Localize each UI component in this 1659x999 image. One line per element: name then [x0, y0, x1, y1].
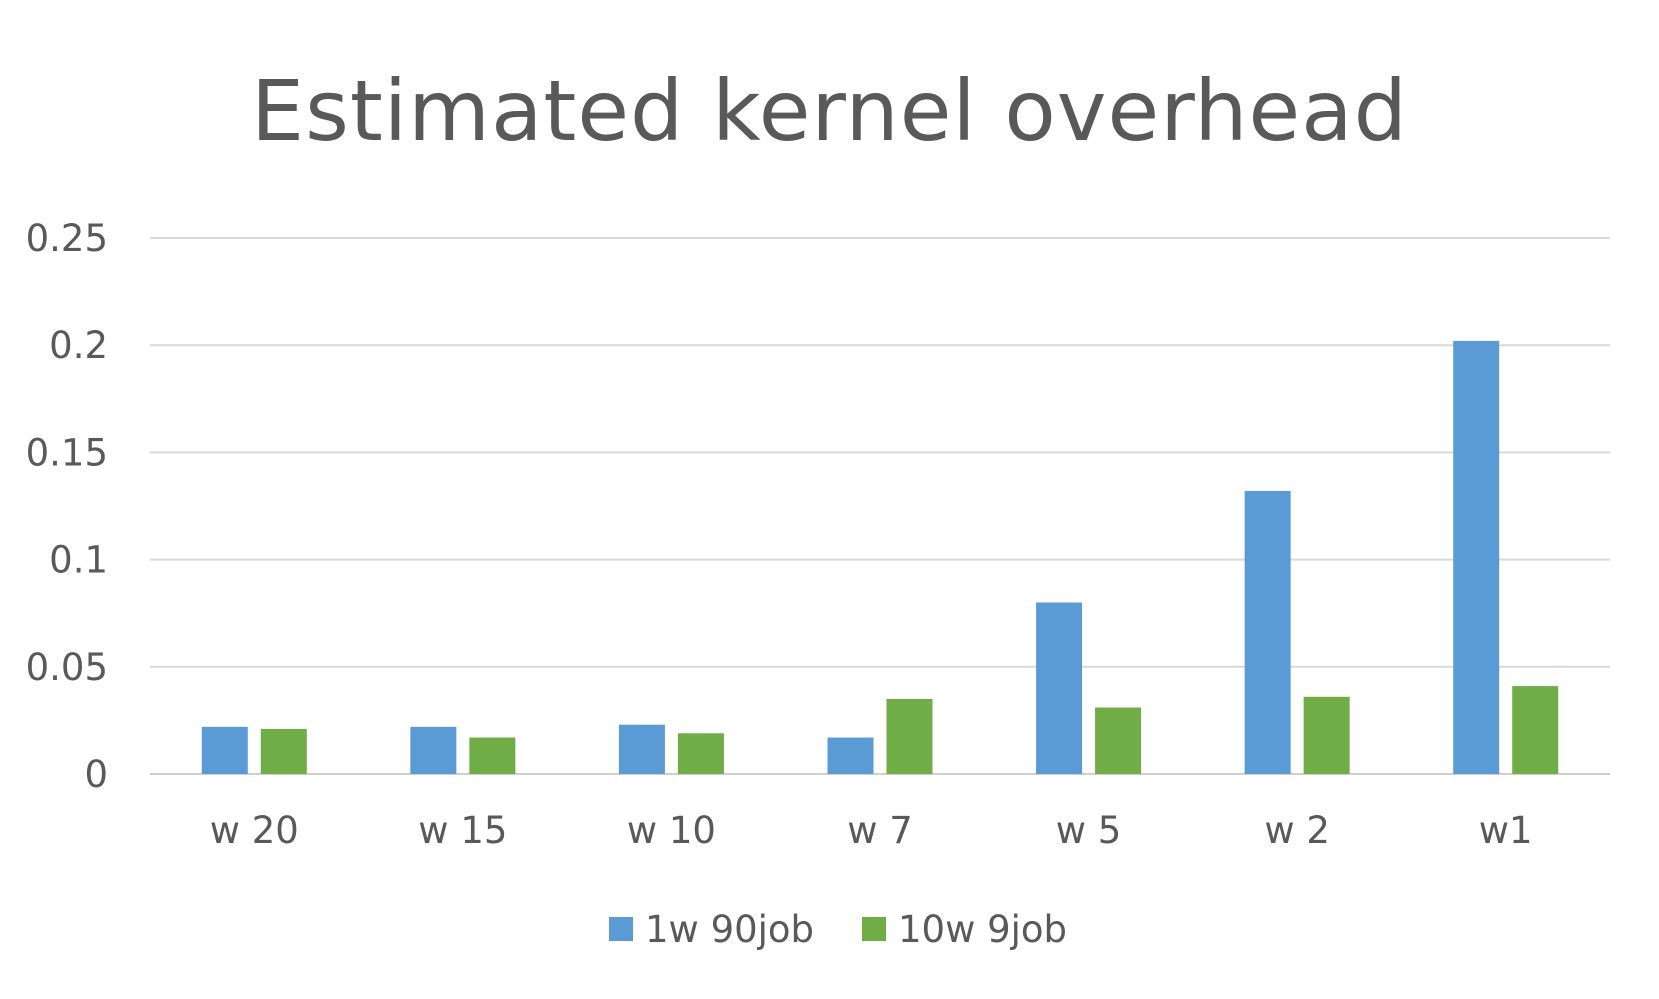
x-tick-label: w1 — [1479, 809, 1533, 852]
x-tick-label: w 20 — [210, 809, 299, 852]
bar — [1244, 490, 1291, 774]
bar — [618, 724, 665, 774]
legend: 1w 90job 10w 9job — [609, 908, 1067, 951]
y-axis-ticks: 0 0.05 0.1 0.15 0.2 0.25 — [26, 217, 108, 796]
bar — [827, 737, 874, 774]
y-tick-label: 0.2 — [49, 324, 108, 367]
legend-swatch — [609, 917, 633, 941]
bar — [260, 728, 307, 774]
bar — [1453, 340, 1500, 774]
y-tick-label: 0.15 — [26, 431, 108, 474]
x-tick-label: w 10 — [627, 809, 716, 852]
x-tick-label: w 5 — [1056, 809, 1122, 852]
y-tick-label: 0.05 — [26, 646, 108, 689]
chart-title: Estimated kernel overhead — [251, 62, 1408, 160]
bar — [469, 737, 516, 774]
bar — [677, 733, 724, 774]
bar — [1512, 686, 1559, 774]
x-tick-label: w 15 — [418, 809, 507, 852]
bar — [886, 698, 933, 774]
legend-label: 1w 90job — [645, 908, 814, 951]
legend-swatch — [862, 917, 886, 941]
x-tick-label: w 2 — [1264, 809, 1330, 852]
bar — [1095, 707, 1142, 774]
bar — [201, 726, 248, 774]
bar — [410, 726, 457, 774]
x-axis-ticks: w 20 w 15 w 10 w 7 w 5 w 2 w1 — [210, 809, 1533, 852]
legend-label: 10w 9job — [898, 908, 1067, 951]
gridlines — [150, 237, 1610, 775]
bars — [201, 340, 1559, 774]
y-tick-label: 0.1 — [49, 539, 108, 582]
y-tick-label: 0.25 — [26, 217, 108, 260]
bar — [1303, 696, 1350, 774]
x-tick-label: w 7 — [847, 809, 913, 852]
y-tick-label: 0 — [84, 753, 108, 796]
bar — [1036, 602, 1083, 774]
